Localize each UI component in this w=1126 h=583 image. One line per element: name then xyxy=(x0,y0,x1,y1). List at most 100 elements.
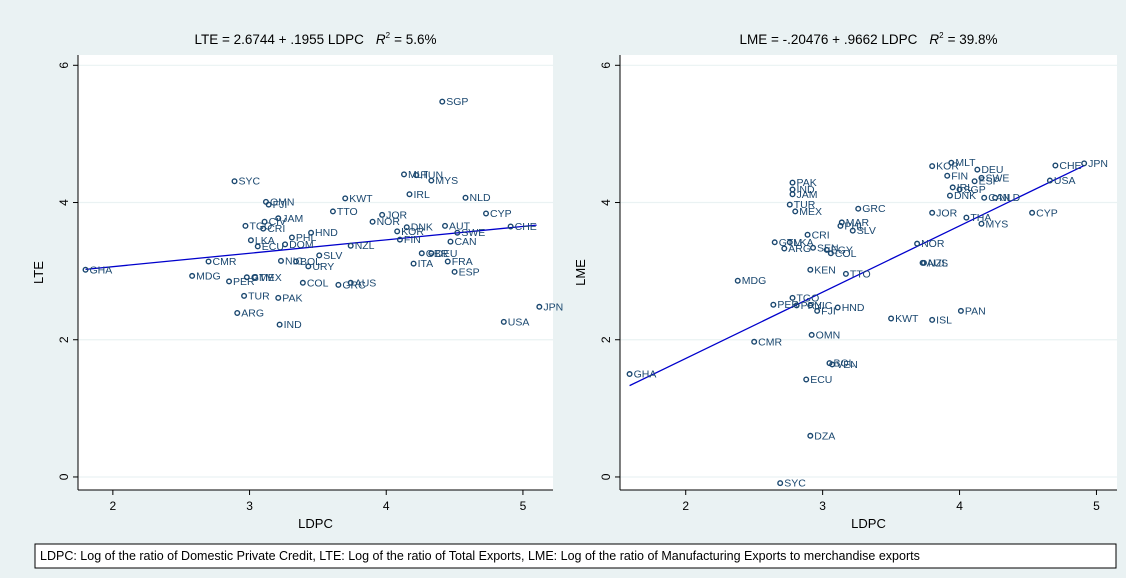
point xyxy=(978,174,985,181)
point xyxy=(342,195,349,202)
point xyxy=(242,222,249,229)
point xyxy=(451,268,458,275)
point xyxy=(834,304,841,311)
point-label: TUR xyxy=(248,290,270,302)
point-label: URY xyxy=(312,261,334,273)
point xyxy=(810,244,817,251)
point-label: CRI xyxy=(812,229,830,241)
point xyxy=(981,194,988,201)
point xyxy=(751,338,758,345)
point xyxy=(347,242,354,249)
point-label: FRA xyxy=(452,256,473,268)
point xyxy=(483,210,490,217)
point xyxy=(838,219,845,226)
point xyxy=(282,241,289,248)
point-label: CMR xyxy=(758,336,782,348)
point xyxy=(231,178,238,185)
x-tick-label: 2 xyxy=(110,499,117,513)
point-label: SLV xyxy=(857,225,876,237)
point xyxy=(444,258,451,265)
point-label: TUR xyxy=(794,199,816,211)
point-label: AUS xyxy=(355,277,377,289)
point-label: IRL xyxy=(413,189,430,201)
point xyxy=(406,191,413,198)
point-label: AUS xyxy=(927,257,949,269)
point-label: MDG xyxy=(742,275,767,287)
point xyxy=(226,278,233,285)
point xyxy=(316,252,323,259)
point xyxy=(914,240,921,247)
point-label: MLT xyxy=(955,157,976,169)
point xyxy=(808,331,815,338)
point xyxy=(299,279,306,286)
point-label: SWE xyxy=(985,172,1009,184)
point-label: JOR xyxy=(386,209,407,221)
x-tick-label: 5 xyxy=(1093,499,1100,513)
point xyxy=(401,171,408,178)
point xyxy=(442,222,449,229)
y-axis-label: LTE xyxy=(31,261,46,284)
point-label: AUT xyxy=(449,220,471,232)
point-label: BOL xyxy=(833,358,854,370)
point xyxy=(771,239,778,246)
point-label: GRC xyxy=(862,203,886,215)
point-label: KWT xyxy=(895,313,919,325)
point-label: FJI xyxy=(273,199,288,211)
point-label: SYC xyxy=(784,478,806,490)
point-label: FIN xyxy=(951,170,968,182)
y-tick-label: 0 xyxy=(599,473,613,480)
point xyxy=(829,361,836,368)
point xyxy=(275,294,282,301)
point xyxy=(957,307,964,314)
y-tick-label: 6 xyxy=(599,62,613,69)
point-label: KWT xyxy=(349,193,373,205)
point xyxy=(789,191,796,198)
point-label: CYP xyxy=(1036,207,1058,219)
r2-symbol: R xyxy=(376,32,386,47)
point-label: CYP xyxy=(490,208,512,220)
point xyxy=(786,239,793,246)
point xyxy=(536,303,543,310)
point xyxy=(308,229,315,236)
point-label: NLD xyxy=(470,192,491,204)
point xyxy=(418,250,425,257)
y-tick-label: 4 xyxy=(57,199,71,206)
point xyxy=(734,277,741,284)
point-label: FJI xyxy=(821,305,836,317)
point-label: ISL xyxy=(936,314,952,326)
point xyxy=(252,274,259,281)
point xyxy=(247,237,254,244)
point xyxy=(379,211,386,218)
point xyxy=(439,98,446,105)
point-label: ARG xyxy=(788,243,811,255)
point xyxy=(920,259,927,266)
x-tick-label: 3 xyxy=(246,499,253,513)
point-label: CMR xyxy=(213,256,237,268)
point xyxy=(1029,209,1036,216)
point-label: SGP xyxy=(964,184,986,196)
point xyxy=(305,263,312,270)
point xyxy=(261,218,268,225)
y-tick-label: 2 xyxy=(599,336,613,343)
point-label: CRI xyxy=(267,223,285,235)
point xyxy=(413,172,420,179)
point-label: PAN xyxy=(965,305,986,317)
point-label: SLV xyxy=(323,250,342,262)
point-label: DEU xyxy=(435,248,457,260)
point-label: THA xyxy=(970,212,991,224)
point xyxy=(814,307,821,314)
point xyxy=(1052,162,1059,169)
point xyxy=(276,321,283,328)
point-label: OMN xyxy=(270,196,295,208)
point-label: JOR xyxy=(936,207,957,219)
point-label: ESP xyxy=(459,266,480,278)
point xyxy=(234,309,241,316)
r2-text: = 5.6% xyxy=(394,32,436,47)
point xyxy=(1046,177,1053,184)
point xyxy=(789,294,796,301)
point xyxy=(275,215,282,222)
x-tick-label: 2 xyxy=(682,499,689,513)
point-label: JAM xyxy=(282,213,303,225)
